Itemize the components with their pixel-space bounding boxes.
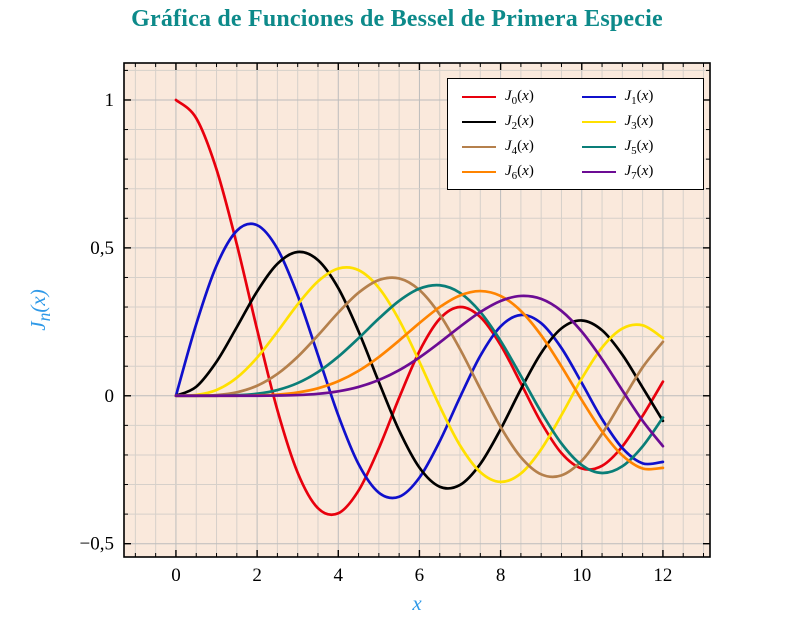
legend-label: J2(x) <box>505 113 534 132</box>
x-tick-label: 12 <box>653 565 672 586</box>
legend-item: J2(x) <box>462 113 574 132</box>
legend-label: J3(x) <box>624 113 654 132</box>
x-tick-label: 4 <box>334 565 344 586</box>
legend-item: J5(x) <box>581 138 694 157</box>
curve-J3 <box>174 266 665 484</box>
curve-J7 <box>174 294 665 448</box>
chart-title: Gráfica de Funciones de Bessel de Primer… <box>131 6 663 32</box>
legend-label: J5(x) <box>624 138 654 157</box>
y-tick-label: 0 <box>105 386 115 407</box>
y-tick-label: 0,5 <box>90 238 114 259</box>
legend-item: J0(x) <box>462 88 574 107</box>
ticks <box>124 63 710 557</box>
legend-line-swatch <box>581 95 616 98</box>
legend-item: J4(x) <box>462 138 574 157</box>
y-axis-label: Jn(x) <box>26 289 55 331</box>
legend-item: J1(x) <box>581 88 694 107</box>
legend-item: J6(x) <box>462 163 574 182</box>
legend: J0(x) J1(x) J2(x) J3(x) J4(x) J5(x) J6(x) J7(x) <box>447 78 704 190</box>
legend-line-swatch <box>581 145 616 148</box>
x-tick-label: 6 <box>415 565 425 586</box>
x-tick-label: 0 <box>171 565 181 586</box>
curve-J1 <box>174 222 665 500</box>
legend-line-swatch <box>581 170 616 173</box>
legend-label: J4(x) <box>505 138 534 157</box>
curves <box>174 98 665 517</box>
x-tick-label: 2 <box>252 565 262 586</box>
x-tick-label: 8 <box>496 565 506 586</box>
legend-item: J7(x) <box>581 163 694 182</box>
curve-J2 <box>174 250 665 490</box>
legend-line-swatch <box>462 145 496 148</box>
legend-line-swatch <box>581 120 616 123</box>
legend-line-swatch <box>462 120 496 123</box>
legend-label: J0(x) <box>505 88 534 107</box>
legend-label: J1(x) <box>624 88 654 107</box>
legend-item: J3(x) <box>581 113 694 132</box>
x-axis-label: x <box>412 591 422 615</box>
legend-line-swatch <box>462 95 496 98</box>
legend-line-swatch <box>462 170 496 173</box>
curve-J5 <box>174 283 665 475</box>
plot-frame <box>123 62 711 558</box>
legend-label: J6(x) <box>505 163 534 182</box>
y-tick-label: −0,5 <box>80 534 114 555</box>
y-tick-label: 1 <box>105 90 115 111</box>
legend-label: J7(x) <box>624 163 654 182</box>
x-tick-label: 10 <box>572 565 591 586</box>
